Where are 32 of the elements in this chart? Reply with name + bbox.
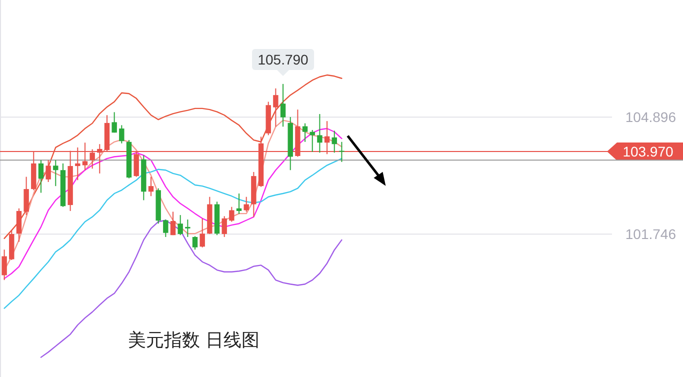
line-series [4,158,342,309]
line-series [40,220,342,358]
candlestick [2,249,7,281]
annotation: 105.790 [258,51,309,68]
ref-line-label: 103.970 [622,144,674,160]
candlestick [222,216,227,238]
candlestick [339,141,344,162]
candlestick [229,206,234,222]
candlestick [317,114,322,154]
candlestick [332,130,337,154]
candlestick [112,112,117,134]
candlestick [200,218,205,248]
candlestick [38,160,44,194]
candlestick [119,124,124,144]
y-tick-label: 101.746 [625,226,676,242]
candlestick [302,122,308,142]
candlestick [148,176,154,197]
candlestick [53,160,58,187]
candlestick [46,160,51,182]
candlestick [236,193,242,214]
candlestick [273,88,278,128]
candlestick [163,219,168,238]
candlestick [185,219,190,238]
candlestick [170,211,176,236]
candlestick [178,214,183,236]
text: 美元指数 日线图 [128,330,260,351]
line-series [4,74,342,240]
candlestick [16,208,22,242]
candlestick [192,236,198,250]
candlestick [280,83,286,128]
y-tick-label: 104.896 [625,109,676,126]
candlestick [24,176,29,216]
